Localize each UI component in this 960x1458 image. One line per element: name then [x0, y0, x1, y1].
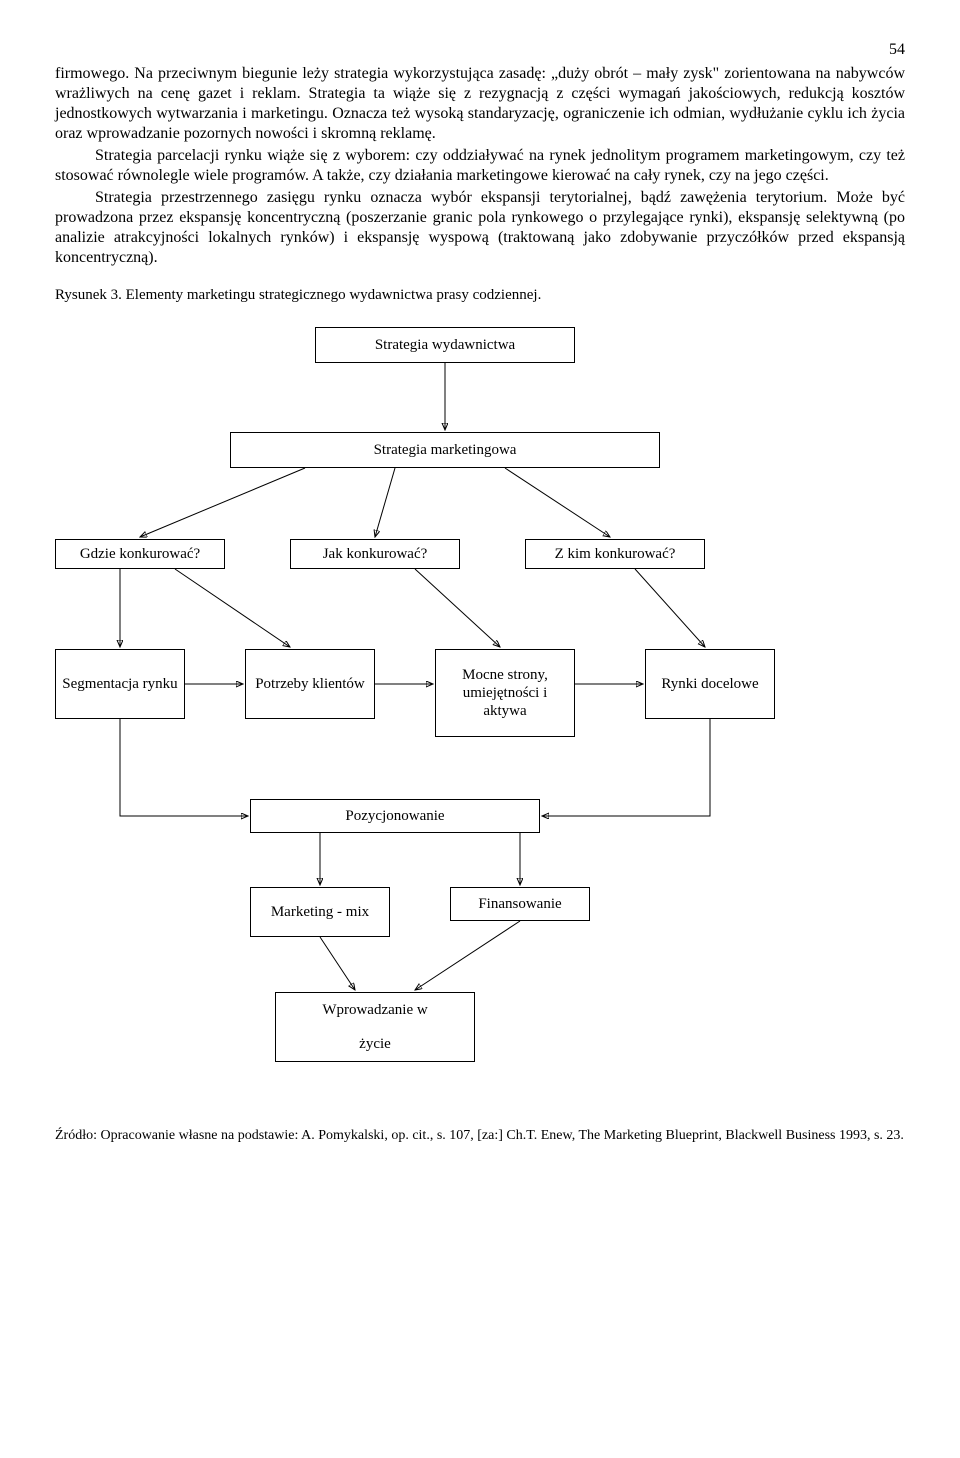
node-wprowadzanie-line2: życie: [359, 1035, 391, 1053]
node-z-kim-konkurowac: Z kim konkurować?: [525, 539, 705, 569]
node-pozycjonowanie: Pozycjonowanie: [250, 799, 540, 833]
node-segmentacja-rynku: Segmentacja rynku: [55, 649, 185, 719]
node-mocne-strony: Mocne strony, umiejętności i aktywa: [435, 649, 575, 737]
node-marketing-mix: Marketing - mix: [250, 887, 390, 937]
node-gdzie-konkurowac: Gdzie konkurować?: [55, 539, 225, 569]
node-wprowadzanie-w-zycie: Wprowadzanie w życie: [275, 992, 475, 1062]
page-number: 54: [55, 40, 905, 60]
paragraph-2: Strategia parcelacji rynku wiąże się z w…: [55, 146, 905, 186]
node-finansowanie: Finansowanie: [450, 887, 590, 921]
node-potrzeby-klientow: Potrzeby klientów: [245, 649, 375, 719]
paragraph-1: firmowego. Na przeciwnym biegunie leży s…: [55, 64, 905, 144]
figure-source: Źródło: Opracowanie własne na podstawie:…: [55, 1127, 905, 1145]
node-strategia-wydawnictwa: Strategia wydawnictwa: [315, 327, 575, 363]
node-wprowadzanie-line1: Wprowadzanie w: [322, 1001, 427, 1019]
node-jak-konkurowac: Jak konkurować?: [290, 539, 460, 569]
node-strategia-marketingowa: Strategia marketingowa: [230, 432, 660, 468]
figure-caption: Rysunek 3. Elementy marketingu strategic…: [55, 286, 905, 305]
flowchart-diagram: Strategia wydawnictwa Strategia marketin…: [55, 327, 905, 1097]
paragraph-3: Strategia przestrzennego zasięgu rynku o…: [55, 188, 905, 268]
node-rynki-docelowe: Rynki docelowe: [645, 649, 775, 719]
